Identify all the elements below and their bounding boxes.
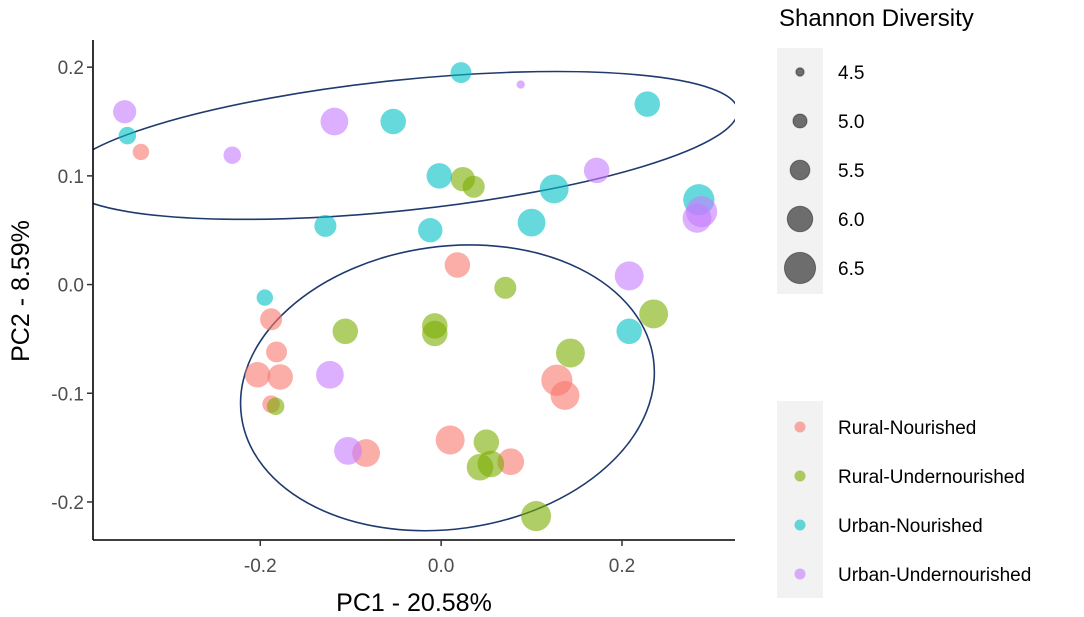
- point-rural-nourished: [435, 425, 465, 455]
- x-tick-label: 0.0: [428, 556, 454, 577]
- color-legend-key-background: [777, 401, 823, 598]
- size-legend-title: Shannon Diversity: [779, 5, 974, 32]
- point-rural-undernourished: [521, 501, 552, 532]
- x-tick-label: -0.2: [244, 556, 277, 577]
- point-urban-undernourished: [316, 360, 344, 389]
- y-tick-label: -0.2: [51, 493, 84, 514]
- point-urban-undernourished: [682, 203, 712, 233]
- y-axis-title: PC2 - 8.59%: [7, 220, 35, 362]
- point-urban-undernourished: [614, 261, 644, 291]
- color-legend-key-rural-undernourished: [794, 470, 806, 482]
- point-urban-nourished: [634, 91, 661, 117]
- point-rural-nourished: [550, 380, 580, 410]
- plot-area: [93, 62, 735, 532]
- point-urban-undernourished: [516, 80, 525, 89]
- size-legend-label: 5.5: [838, 161, 864, 182]
- y-tick-label: 0.2: [58, 58, 84, 79]
- points-layer: [113, 62, 718, 532]
- point-rural-nourished: [266, 341, 288, 363]
- point-rural-undernourished: [266, 397, 285, 416]
- point-urban-nourished: [118, 126, 137, 145]
- confidence-ellipse-2: [239, 244, 656, 532]
- size-legend-key: [792, 113, 808, 129]
- size-legend-label: 5.0: [838, 112, 864, 133]
- point-urban-nourished: [314, 214, 337, 237]
- point-rural-nourished: [444, 252, 471, 278]
- size-legend-key: [783, 251, 817, 285]
- point-urban-undernourished: [113, 100, 137, 124]
- y-tick-label: 0.1: [58, 167, 84, 188]
- y-tick-label: -0.1: [51, 384, 84, 405]
- point-rural-undernourished: [462, 175, 485, 198]
- point-rural-nourished: [497, 448, 525, 476]
- point-urban-nourished: [517, 208, 546, 237]
- point-urban-nourished: [616, 318, 642, 345]
- point-urban-nourished: [380, 108, 406, 135]
- size-legend-key: [789, 159, 811, 181]
- color-legend: Rural-Nourished Rural-Undernourished Urban…: [777, 401, 1031, 598]
- color-legend-key-rural-nourished: [794, 421, 806, 433]
- size-legend-key: [786, 205, 814, 233]
- point-urban-undernourished: [334, 436, 362, 465]
- point-rural-undernourished: [473, 429, 500, 455]
- y-tick-label: 0.0: [58, 276, 84, 297]
- point-rural-undernourished: [639, 299, 669, 329]
- point-rural-undernourished: [494, 276, 517, 299]
- point-rural-nourished: [260, 308, 283, 331]
- color-legend-label-rural-nourished: Rural-Nourished: [838, 418, 976, 439]
- size-legend-label: 6.0: [838, 210, 864, 231]
- size-legend: Shannon Diversity 4.5 5.0 5.5 6.0 6.5: [777, 5, 974, 294]
- size-legend-label: 4.5: [838, 63, 864, 84]
- point-urban-nourished: [450, 62, 472, 84]
- point-rural-undernourished: [422, 320, 448, 347]
- color-legend-label-rural-undernourished: Rural-Undernourished: [838, 467, 1025, 488]
- point-urban-nourished: [418, 218, 443, 243]
- color-legend-label-urban-nourished: Urban-Nourished: [838, 516, 983, 537]
- color-legend-key-urban-undernourished: [794, 568, 806, 580]
- point-rural-nourished: [132, 143, 150, 161]
- point-urban-nourished: [256, 289, 273, 306]
- confidence-ellipse-1: [93, 70, 735, 221]
- point-urban-undernourished: [320, 107, 349, 136]
- size-legend-key: [795, 67, 805, 77]
- size-legend-label: 6.5: [838, 259, 864, 280]
- point-urban-nourished: [539, 174, 569, 204]
- x-axis-title: PC1 - 20.58%: [336, 589, 492, 617]
- x-tick-label: 0.2: [609, 556, 635, 577]
- point-urban-undernourished: [583, 157, 610, 184]
- point-rural-undernourished: [555, 338, 585, 368]
- point-urban-undernourished: [223, 146, 242, 164]
- point-rural-nourished: [244, 362, 271, 388]
- color-legend-items: Rural-Nourished Rural-Undernourished Urban…: [794, 418, 1031, 586]
- point-rural-nourished: [267, 364, 293, 390]
- point-rural-undernourished: [477, 450, 505, 478]
- size-legend-items: 4.5 5.0 5.5 6.0 6.5: [783, 63, 864, 285]
- ellipses-layer: [93, 70, 735, 532]
- y-axis-ticks: 0.2 0.1 0.0 -0.1 -0.2: [51, 58, 93, 514]
- point-rural-undernourished: [332, 318, 359, 345]
- color-legend-label-urban-undernourished: Urban-Undernourished: [838, 565, 1031, 586]
- color-legend-key-urban-nourished: [794, 519, 806, 531]
- point-urban-nourished: [426, 163, 453, 189]
- x-axis-ticks: -0.2 0.0 0.2: [244, 540, 635, 577]
